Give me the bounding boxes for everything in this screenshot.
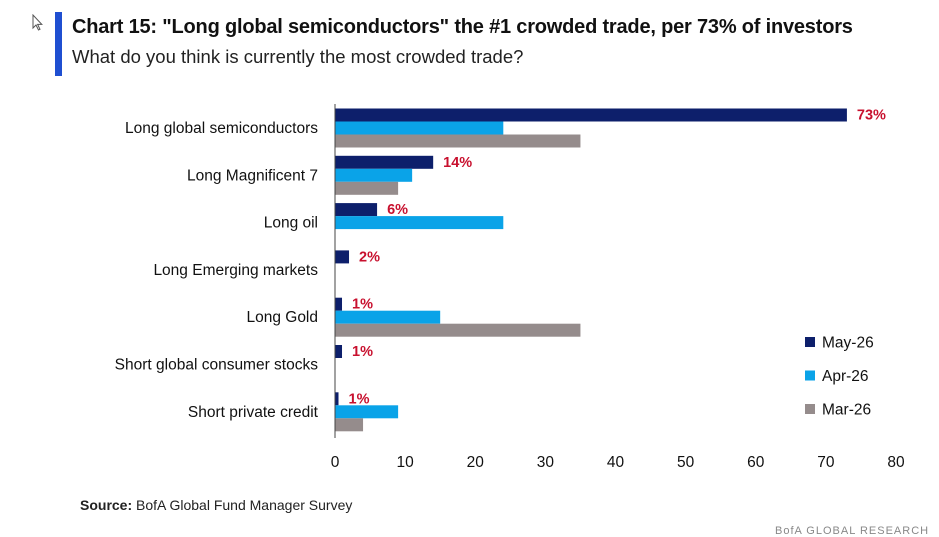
data-label: 6% — [387, 202, 408, 218]
category-label: Long Gold — [246, 309, 318, 326]
source-note: Source: BofA Global Fund Manager Survey — [80, 497, 352, 513]
x-tick-label: 70 — [817, 454, 835, 471]
x-tick-label: 60 — [747, 454, 765, 471]
bar-may-26 — [335, 108, 847, 122]
data-label: 1% — [352, 297, 373, 313]
legend-swatch — [805, 404, 815, 414]
category-label: Short global consumer stocks — [115, 357, 319, 374]
source-label: Source: — [80, 497, 133, 513]
category-label: Short private credit — [188, 404, 319, 421]
bar-may-26 — [335, 203, 378, 217]
category-label: Long global semiconductors — [125, 120, 318, 137]
x-tick-label: 0 — [331, 454, 340, 471]
x-tick-label: 80 — [887, 454, 905, 471]
x-tick-label: 30 — [537, 454, 555, 471]
bar-may-26 — [335, 297, 343, 311]
bar-mar-26 — [335, 181, 399, 195]
legend-swatch — [805, 337, 815, 347]
bar-mar-26 — [335, 418, 364, 432]
chart-title: Chart 15: "Long global semiconductors" t… — [72, 16, 853, 38]
watermark: BofA GLOBAL RESEARCH — [775, 525, 930, 537]
bar-apr-26 — [335, 405, 399, 419]
category-label: Long Magnificent 7 — [187, 167, 318, 184]
data-label: 1% — [349, 391, 370, 407]
bar-apr-26 — [335, 168, 413, 182]
x-tick-label: 40 — [607, 454, 625, 471]
x-tick-label: 10 — [397, 454, 415, 471]
x-tick-label: 50 — [677, 454, 695, 471]
bar-apr-26 — [335, 216, 504, 230]
data-label: 1% — [352, 344, 373, 360]
category-label: Long Emerging markets — [153, 262, 318, 279]
bar-apr-26 — [335, 310, 441, 324]
bar-may-26 — [335, 345, 343, 358]
data-label: 2% — [359, 249, 380, 265]
bar-may-26 — [335, 392, 339, 406]
bar-may-26 — [335, 155, 434, 169]
legend-label: Apr-26 — [822, 368, 869, 385]
bar-mar-26 — [335, 134, 581, 148]
mouse-pointer-icon — [32, 14, 43, 31]
legend-label: May-26 — [822, 335, 874, 352]
x-axis-ticks: 0 10 20 30 40 50 60 70 80 — [331, 454, 905, 471]
bar-apr-26 — [335, 121, 504, 135]
bar-may-26 — [335, 250, 350, 264]
chart-subtitle: What do you think is currently the most … — [72, 46, 524, 67]
bar-mar-26 — [335, 323, 581, 337]
legend: May-26 Apr-26 Mar-26 — [805, 335, 874, 419]
data-label: 73% — [857, 108, 886, 124]
legend-label: Mar-26 — [822, 402, 871, 419]
bars-layer — [335, 108, 847, 432]
data-labels: 73% 14% 6% 2% 1% 1% 1% — [349, 108, 887, 408]
x-tick-label: 20 — [467, 454, 485, 471]
category-labels: Long global semiconductors Long Magnifice… — [115, 120, 319, 421]
source-text: BofA Global Fund Manager Survey — [136, 497, 353, 513]
data-label: 14% — [443, 155, 472, 171]
legend-swatch — [805, 370, 815, 381]
category-label: Long oil — [264, 215, 318, 232]
title-accent-bar — [55, 12, 62, 76]
